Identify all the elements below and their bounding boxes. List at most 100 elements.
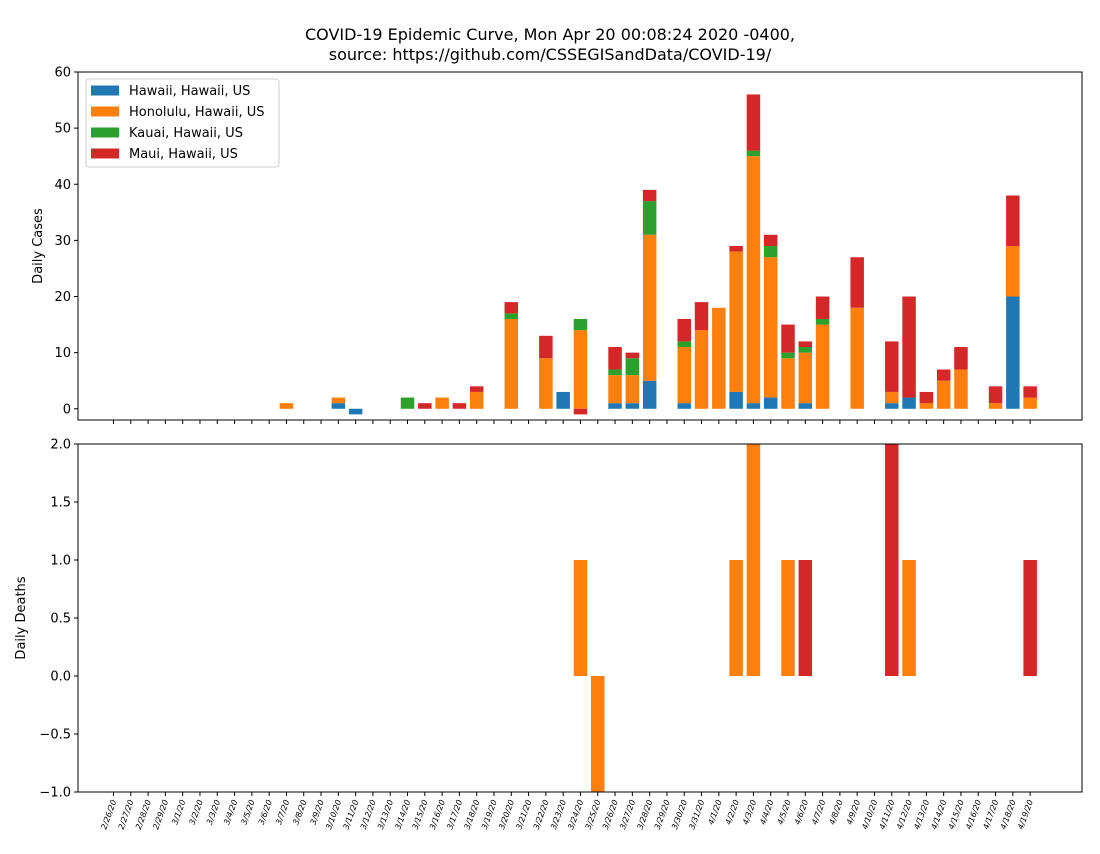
cases-bar-maui-4-3-20 <box>746 94 761 151</box>
deaths-ytick-label: 0.5 <box>50 612 71 627</box>
cases-bar-honolulu-3-24-20 <box>573 330 588 409</box>
cases-bar-maui-3-18-20 <box>469 386 484 392</box>
cases-bar-honolulu-4-18-20 <box>1006 246 1020 297</box>
cases-bar-honolulu-3-10-20 <box>331 397 346 404</box>
cases-bar-kauai-4-5-20 <box>781 352 795 359</box>
cases-bar-kauai-4-4-20 <box>763 246 778 258</box>
deaths-bars <box>573 444 1037 792</box>
cases-ytick-label: 0 <box>63 402 71 417</box>
cases-bar-kauai-4-6-20 <box>798 347 813 353</box>
cases-bar-honolulu-4-4-20 <box>763 257 778 398</box>
deaths-bar-honolulu-3-25-20 <box>591 676 605 792</box>
cases-bar-maui-4-6-20 <box>798 341 813 348</box>
legend-swatch-honolulu <box>91 106 119 117</box>
cases-bar-hawaii-3-23-20 <box>556 391 570 409</box>
cases-bar-maui-3-28-20 <box>642 189 657 202</box>
cases-bar-maui-4-15-20 <box>954 347 968 370</box>
legend-swatch-kauai <box>91 127 119 138</box>
legend-label-kauai: Kauai, Hawaii, US <box>129 126 243 141</box>
cases-bar-kauai-3-14-20 <box>400 397 415 409</box>
cases-bar-honolulu-4-11-20 <box>885 391 899 404</box>
cases-bar-honolulu-4-13-20 <box>919 403 934 409</box>
cases-bar-maui-3-22-20 <box>539 335 553 359</box>
legend-swatch-hawaii <box>91 85 119 96</box>
cases-bar-honolulu-4-2-20 <box>729 251 743 392</box>
cases-bar-maui-4-12-20 <box>902 296 916 398</box>
deaths-ytick-label: −0.5 <box>39 728 71 743</box>
cases-bar-maui-4-14-20 <box>936 369 951 381</box>
cases-bar-kauai-3-24-20 <box>573 318 588 331</box>
deaths-ytick-label: 2.0 <box>50 438 71 453</box>
cases-bar-hawaii-4-11-20 <box>885 403 899 409</box>
cases-bar-maui-4-18-20 <box>1006 195 1020 246</box>
cases-bar-kauai-4-7-20 <box>815 318 830 325</box>
cases-ytick-label: 40 <box>54 178 71 193</box>
cases-bar-hawaii-3-30-20 <box>677 403 691 409</box>
cases-bar-honolulu-4-19-20 <box>1023 397 1037 409</box>
deaths-ytick-label: −1.0 <box>39 786 71 801</box>
legend-label-hawaii: Hawaii, Hawaii, US <box>129 84 250 99</box>
deaths-ytick-label: 0.0 <box>50 670 71 685</box>
cases-bar-hawaii-4-4-20 <box>763 397 778 409</box>
cases-bar-honolulu-3-31-20 <box>694 330 709 409</box>
cases-bar-honolulu-3-16-20 <box>435 397 449 409</box>
cases-bar-maui-3-27-20 <box>625 352 640 359</box>
cases-bar-maui-3-17-20 <box>452 403 467 409</box>
cases-bar-honolulu-4-3-20 <box>746 156 761 404</box>
cases-bar-maui-4-17-20 <box>988 386 1003 404</box>
cases-ytick-label: 10 <box>54 346 71 361</box>
deaths-bar-honolulu-4-3-20 <box>746 444 761 676</box>
deaths-bar-maui-4-11-20 <box>885 444 899 676</box>
cases-bar-maui-3-15-20 <box>418 403 432 409</box>
cases-bar-hawaii-4-12-20 <box>902 397 916 409</box>
cases-bar-honolulu-4-15-20 <box>954 369 968 409</box>
deaths-bar-honolulu-4-2-20 <box>729 560 743 676</box>
legend-box <box>85 78 280 168</box>
cases-bar-honolulu-4-7-20 <box>815 324 830 409</box>
cases-bar-hawaii-3-26-20 <box>608 403 622 409</box>
cases-ytick-label: 60 <box>54 66 71 81</box>
cases-bar-honolulu-3-7-20 <box>279 403 294 409</box>
cases-bar-honolulu-3-30-20 <box>677 347 691 404</box>
cases-bar-hawaii-3-27-20 <box>625 403 640 409</box>
cases-bar-honolulu-3-22-20 <box>539 358 553 409</box>
cases-bar-maui-4-4-20 <box>763 234 778 246</box>
deaths-ytick-label: 1.0 <box>50 554 71 569</box>
cases-bar-honolulu-4-14-20 <box>936 380 951 409</box>
cases-bar-hawaii-3-11-20 <box>348 408 363 415</box>
cases-bar-honolulu-3-27-20 <box>625 375 640 404</box>
cases-bar-honolulu-4-5-20 <box>781 358 795 409</box>
cases-bar-maui-3-31-20 <box>694 302 709 331</box>
chart-title-line-2: source: https://github.com/CSSEGISandDat… <box>329 45 772 64</box>
cases-ytick-label: 30 <box>54 234 71 249</box>
cases-bar-maui-3-20-20 <box>504 302 519 314</box>
legend-label-maui: Maui, Hawaii, US <box>129 147 238 162</box>
cases-bar-hawaii-4-3-20 <box>746 403 761 409</box>
cases-bar-maui-3-26-20 <box>608 347 622 370</box>
cases-bar-maui-4-9-20 <box>850 257 864 308</box>
cases-bar-maui-4-2-20 <box>729 246 743 252</box>
cases-bar-maui-3-24-20 <box>573 408 588 415</box>
cases-ylabel: Daily Cases <box>31 208 46 284</box>
cases-bar-maui-4-7-20 <box>815 296 830 319</box>
cases-bar-honolulu-3-20-20 <box>504 318 519 409</box>
cases-bar-kauai-3-30-20 <box>677 341 691 348</box>
cases-bar-maui-4-19-20 <box>1023 386 1037 398</box>
deaths-bar-honolulu-4-12-20 <box>902 560 916 676</box>
cases-bar-hawaii-4-18-20 <box>1006 296 1020 409</box>
cases-bar-hawaii-3-28-20 <box>642 380 657 409</box>
legend: Hawaii, Hawaii, US Honolulu, Hawaii, US Ka… <box>85 78 280 168</box>
cases-bar-hawaii-4-6-20 <box>798 403 813 409</box>
cases-ytick-label: 20 <box>54 290 71 305</box>
deaths-bar-maui-4-6-20 <box>798 560 813 676</box>
cases-bar-honolulu-4-6-20 <box>798 352 813 404</box>
cases-bar-kauai-3-20-20 <box>504 313 519 319</box>
cases-bar-maui-3-30-20 <box>677 318 691 342</box>
cases-bar-kauai-3-26-20 <box>608 369 622 376</box>
deaths-ylabel: Daily Deaths <box>14 576 29 659</box>
deaths-bar-maui-4-19-20 <box>1023 560 1037 676</box>
cases-bar-kauai-3-27-20 <box>625 358 640 376</box>
deaths-bar-honolulu-4-5-20 <box>781 560 795 676</box>
